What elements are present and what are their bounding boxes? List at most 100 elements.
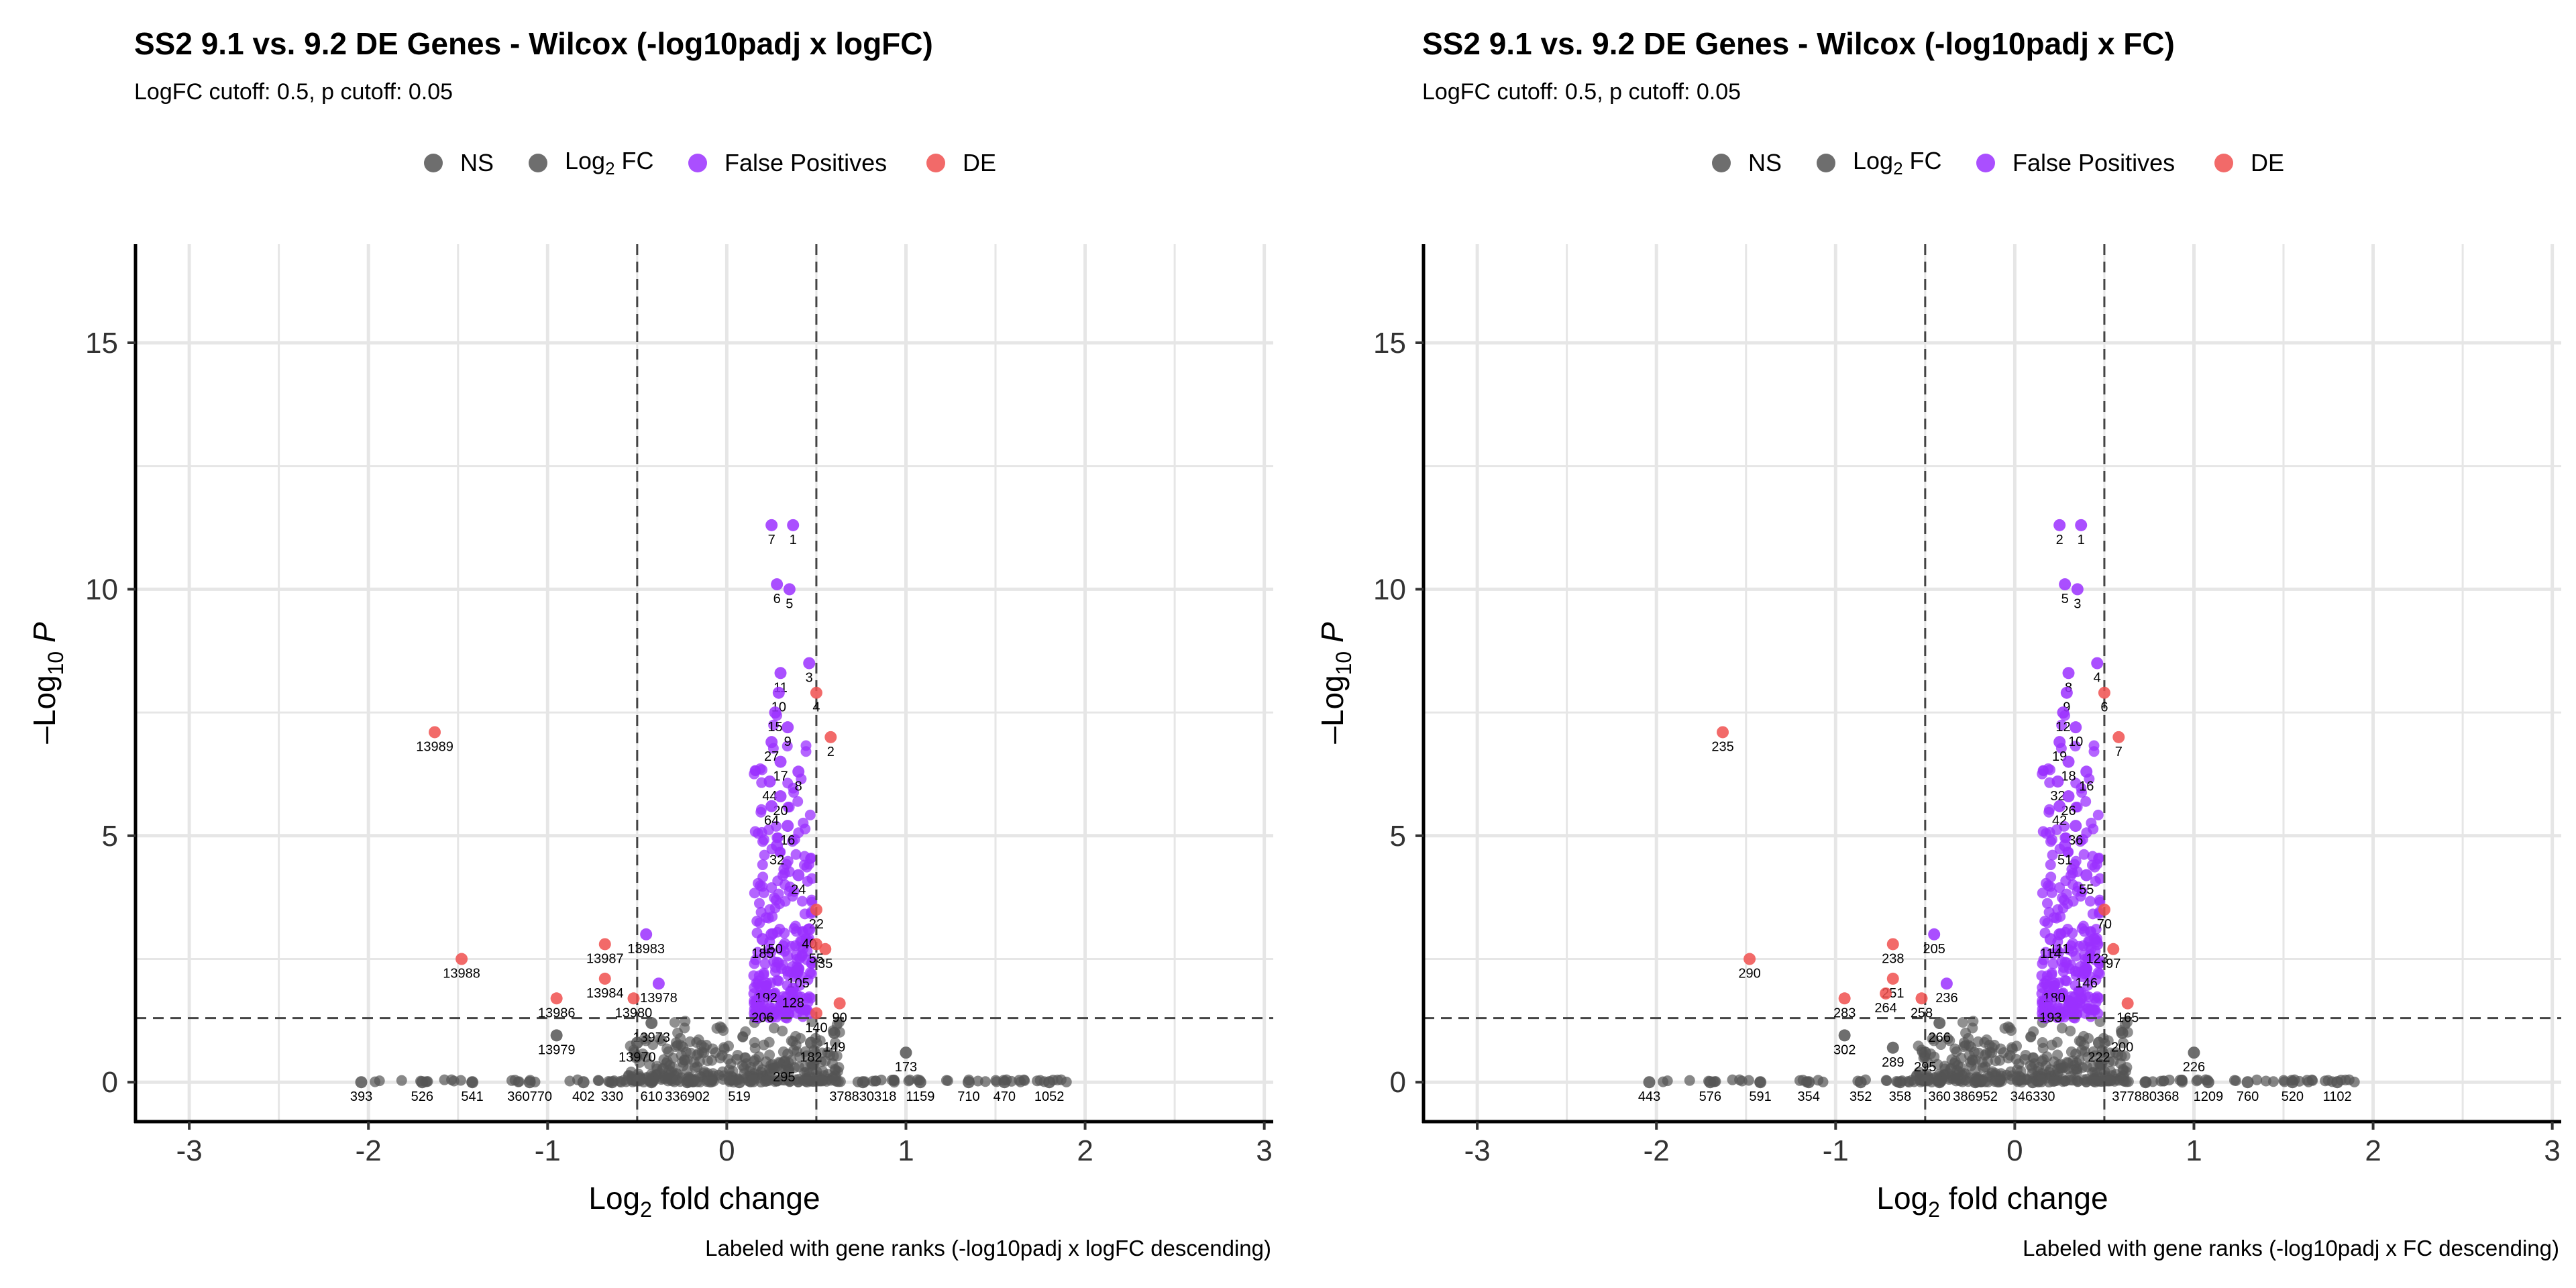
y-tick-label: 10 [1373, 573, 1406, 606]
ns-point [1989, 1040, 2000, 1051]
gene-point [828, 1026, 841, 1039]
chart-legend: NS Log2 FC False Positives DE [1288, 146, 2576, 180]
legend-de-label: DE [963, 149, 997, 176]
ns-point [1982, 1056, 1993, 1067]
gene-rank-label: 128 [782, 996, 804, 1011]
ns-point [794, 1061, 805, 1073]
gene-point [787, 982, 800, 995]
x-tick-label: -2 [356, 1134, 382, 1167]
gene-point [771, 578, 784, 591]
gene-point [466, 1076, 479, 1089]
false-positive-point [2094, 894, 2105, 906]
gene-point [900, 1046, 912, 1059]
false-positive-point [2036, 970, 2047, 981]
gene-rank-label: 6 [2100, 700, 2108, 715]
false-positive-point [2047, 958, 2059, 969]
cutoff-lines [1424, 244, 2561, 1122]
chart-caption: Labeled with gene ranks (-log10padj x FC… [2023, 1236, 2559, 1260]
y-axis-label: –Log10 P [27, 622, 68, 744]
gene-rank-label: 235 [1711, 739, 1733, 754]
legend-de-marker [926, 154, 945, 172]
gene-point [810, 938, 822, 951]
false-positive-point [755, 806, 767, 818]
gene-rank-label: 1 [790, 533, 797, 547]
volcano-plot-svg: 7165311421015927174482064163224224035551… [27, 244, 1273, 1222]
ns-point [1913, 1066, 1925, 1077]
ns-point [817, 1075, 828, 1087]
ns-point [2230, 1075, 2241, 1086]
gene-point [645, 1017, 658, 1030]
legend-false-positives-label: False Positives [724, 149, 888, 176]
gene-point [598, 938, 611, 951]
gene-rank-label: 302 [1833, 1042, 1856, 1057]
gene-rank-label: 123 [2086, 951, 2108, 966]
legend-false-positives-label: False Positives [2012, 149, 2176, 176]
gene-rank-label: 5 [2061, 592, 2069, 606]
gene-point [782, 820, 794, 833]
ns-point [2065, 1025, 2076, 1036]
gene-rank-label: 8 [795, 779, 802, 794]
gene-rank-label: 90 [833, 1011, 847, 1026]
legend-item-de: DE [2214, 146, 2284, 180]
gene-rank-label: 4 [812, 700, 820, 715]
ns-point [1958, 1037, 1970, 1049]
gene-rank-label: 7 [2115, 745, 2123, 759]
gene-rank-label: 7 [768, 533, 775, 547]
ns-point [1909, 1076, 1920, 1087]
gene-point [523, 1076, 536, 1089]
chart-title: SS2 9.1 vs. 9.2 DE Genes - Wilcox (-log1… [134, 26, 933, 61]
gene-point [455, 953, 468, 965]
gene-point [2092, 1036, 2105, 1049]
x-axis-label: Log2 fold change [1876, 1181, 2108, 1222]
false-positive-point [806, 894, 817, 906]
ns-point [1957, 1016, 1968, 1028]
grid-lines [136, 244, 1273, 1122]
gene-point [774, 790, 787, 803]
ns-point [2116, 1051, 2127, 1062]
point-cloud [1658, 710, 2360, 1088]
gene-point [2053, 736, 2066, 749]
ns-point [755, 1067, 767, 1078]
gene-point [2121, 997, 2134, 1010]
false-positive-point [750, 954, 761, 965]
ns-point [630, 1052, 641, 1063]
ns-point [1932, 1059, 1943, 1070]
gene-point [681, 1076, 694, 1089]
false-positive-point [801, 861, 812, 873]
gene-rank-label: 1209 [2194, 1089, 2224, 1104]
legend-item-de: DE [926, 146, 996, 180]
false-positive-point [802, 875, 813, 887]
gene-point [1886, 938, 1899, 951]
false-positive-point [2080, 796, 2092, 807]
false-positive-point [799, 908, 810, 920]
y-tick-label: 5 [102, 820, 118, 853]
gene-point [792, 869, 805, 881]
ns-point [835, 1076, 846, 1087]
chart-subtitle: LogFC cutoff: 0.5, p cutoff: 0.05 [134, 79, 453, 105]
gene-rank-label: 541 [461, 1089, 483, 1104]
ns-point [793, 1076, 804, 1087]
false-positive-point [763, 912, 774, 924]
gene-point [2070, 820, 2082, 833]
ns-point [795, 1032, 806, 1044]
x-tick-label: -2 [1644, 1134, 1670, 1167]
ns-point [2105, 1075, 2116, 1087]
ns-point [2278, 1075, 2290, 1086]
gene-rank-label: 206 [751, 1011, 773, 1026]
gene-rank-label: 146 [2076, 976, 2098, 991]
gene-point [2091, 938, 2104, 951]
legend-de-marker [2214, 154, 2233, 172]
gene-rank-label: 111 [2049, 942, 2070, 957]
left-volcano-panel: SS2 9.1 vs. 9.2 DE Genes - Wilcox (-log1… [27, 26, 1273, 1260]
x-tick-label: -1 [535, 1134, 561, 1167]
false-positive-point [2059, 975, 2071, 986]
legend-ns-label: NS [460, 149, 494, 176]
gene-point [2107, 943, 2120, 955]
legend-item-false-positives: False Positives [1976, 146, 2175, 180]
ns-point [830, 1037, 841, 1049]
gene-point [2139, 1076, 2152, 1089]
ns-point [698, 1066, 710, 1077]
false-positive-point [2041, 898, 2053, 909]
false-positive-point [768, 988, 780, 1000]
